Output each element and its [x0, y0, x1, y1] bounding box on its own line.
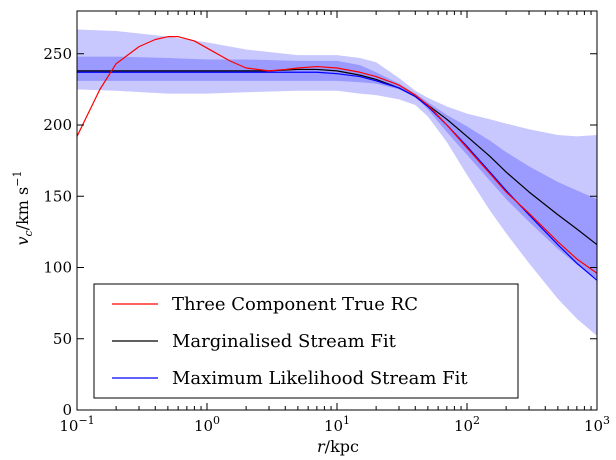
y-tick-label: 250	[43, 45, 72, 63]
legend: Three Component True RC Marginalised Str…	[93, 283, 519, 399]
series-line-true-rc	[76, 36, 598, 274]
x-tick-label: 100	[194, 414, 220, 435]
legend-label-marginalised: Marginalised Stream Fit	[172, 331, 397, 352]
x-tick-label: 103	[584, 414, 610, 435]
y-axis-label: vc/km s−1	[11, 171, 35, 246]
y-tick-label: 100	[43, 259, 72, 277]
series-lines	[76, 36, 598, 281]
y-tick-label: 200	[43, 116, 72, 134]
tick-labels: 10−1 100 101 102 103 0 50 100 150 200 250	[43, 45, 610, 435]
x-tick-label: 102	[454, 414, 480, 435]
y-tick-label: 50	[53, 330, 72, 348]
legend-label-max-likelihood: Maximum Likelihood Stream Fit	[172, 368, 468, 389]
series-line-max-likelihood	[77, 71, 598, 281]
axis-ticks	[76, 11, 598, 411]
legend-label-true-rc: Three Component True RC	[172, 294, 418, 315]
y-tick-label: 150	[43, 187, 72, 205]
x-tick-label: 10−1	[59, 414, 94, 435]
band-inner-area	[77, 56, 597, 279]
y-tick-label: 0	[62, 401, 72, 419]
x-tick-label: 101	[324, 414, 350, 435]
x-axis-label: r/kpc	[317, 437, 359, 456]
legend-box	[93, 283, 519, 399]
uncertainty-bands	[77, 29, 597, 336]
